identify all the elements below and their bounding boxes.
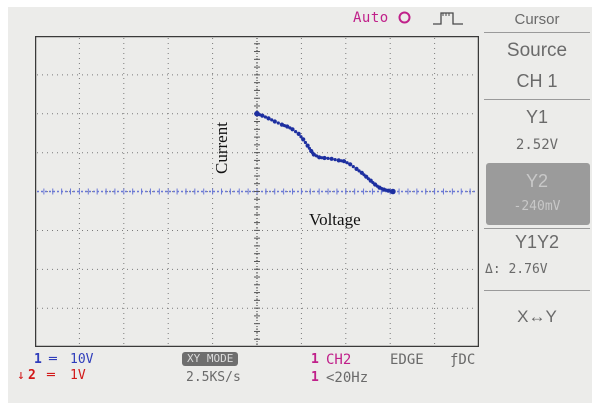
trace-point xyxy=(339,159,343,163)
stop-circle-icon xyxy=(398,11,411,24)
trace-point xyxy=(263,115,267,119)
trigger-coupling: ƒDC xyxy=(450,352,476,368)
sample-rate: 2.5KS/s xyxy=(186,370,241,385)
trace-point xyxy=(285,124,290,129)
trace-point xyxy=(354,166,359,171)
trace-point xyxy=(294,130,298,134)
source-menu-label[interactable]: Source xyxy=(506,40,568,61)
source-menu-value[interactable]: CH 1 xyxy=(516,71,558,91)
trace-point xyxy=(310,151,315,155)
trace-point xyxy=(320,156,324,160)
trace-point xyxy=(389,189,393,193)
trace-point xyxy=(375,184,379,188)
y2-cursor-value: -240mV xyxy=(513,199,561,214)
trace-point xyxy=(276,121,280,125)
trace-point xyxy=(357,169,361,173)
dc-coupling-icon: ═ xyxy=(47,368,55,383)
ch1-scale: 10V xyxy=(70,352,94,367)
trace-point xyxy=(384,188,388,192)
divider xyxy=(484,32,590,33)
trigger-type: EDGE xyxy=(390,352,424,368)
bottom-status-bar: 1 ═ 10V ↓ 2 ═ 1V XY MODE 2.5KS/s 1 CH2 E… xyxy=(8,351,592,403)
trace-point xyxy=(258,113,262,117)
trigger-badge: 1 xyxy=(311,352,319,367)
dc-coupling-icon: ═ xyxy=(49,352,57,367)
ch2-scale: 1V xyxy=(70,368,86,383)
divider xyxy=(484,290,590,291)
trace-point xyxy=(272,119,277,124)
trace-point xyxy=(317,155,322,160)
trace-point xyxy=(341,159,347,164)
trace-point xyxy=(299,135,303,139)
trace-point xyxy=(345,161,349,165)
trace-point xyxy=(288,126,292,130)
top-status-bar: Auto xyxy=(8,7,480,31)
oscilloscope-screen: Auto Current Voltage Cursor Source CH 1 … xyxy=(8,7,592,403)
trace-point xyxy=(380,187,384,191)
trace-point xyxy=(348,162,353,167)
trace-point xyxy=(305,143,310,148)
delta-readout: Δ: 2.76V xyxy=(485,262,548,277)
voltage-annotation: Voltage xyxy=(309,210,361,229)
current-annotation: Current xyxy=(212,122,231,174)
divider xyxy=(484,99,590,100)
divider xyxy=(484,228,590,229)
trace-point xyxy=(326,156,330,160)
center-axes xyxy=(37,38,477,345)
trigger-filter: <20Hz xyxy=(326,370,369,386)
trace-point xyxy=(296,131,301,136)
cursor-menu: Cursor Source CH 1 Y1 2.52V Y2 -240mV Y1… xyxy=(482,7,592,349)
y2-cursor-button[interactable] xyxy=(486,163,590,225)
trigger-mode-label: Auto xyxy=(353,10,389,26)
y1-cursor-label[interactable]: Y1 xyxy=(525,107,549,127)
xy-trace xyxy=(254,110,396,195)
trace-point xyxy=(362,173,366,177)
trace-point xyxy=(322,155,327,161)
y1y2-cursor-label[interactable]: Y1Y2 xyxy=(514,232,560,252)
y1-cursor-value: 2.52V xyxy=(515,137,559,153)
ch1-badge: 1 xyxy=(34,352,42,367)
trace-point xyxy=(329,156,334,161)
trace-point xyxy=(270,118,274,122)
trace-point xyxy=(336,158,341,163)
menu-title: Cursor xyxy=(514,11,560,28)
y2-cursor-label[interactable]: Y2 xyxy=(525,171,549,191)
trace-point xyxy=(366,177,370,181)
trace-point xyxy=(266,116,271,121)
down-arrow-icon: ↓ xyxy=(17,368,25,383)
xy-plot-area: Current Voltage xyxy=(35,36,479,347)
trace-point xyxy=(314,154,319,158)
trace-point xyxy=(333,158,337,162)
trigger-source: CH2 xyxy=(326,352,352,368)
ch2-badge: 2 xyxy=(28,368,36,383)
trace-point xyxy=(303,140,307,145)
trace-point xyxy=(301,137,306,142)
trace-point xyxy=(351,165,355,169)
xy-swap-button[interactable]: X↔Y xyxy=(517,307,557,326)
xy-mode-badge: XY MODE xyxy=(182,352,239,366)
trace-point xyxy=(307,146,311,150)
trace-point xyxy=(282,124,287,128)
trace-point xyxy=(371,181,375,185)
rising-edge-pulse-icon xyxy=(433,12,463,25)
trigger-filter-badge: 1 xyxy=(311,370,319,385)
